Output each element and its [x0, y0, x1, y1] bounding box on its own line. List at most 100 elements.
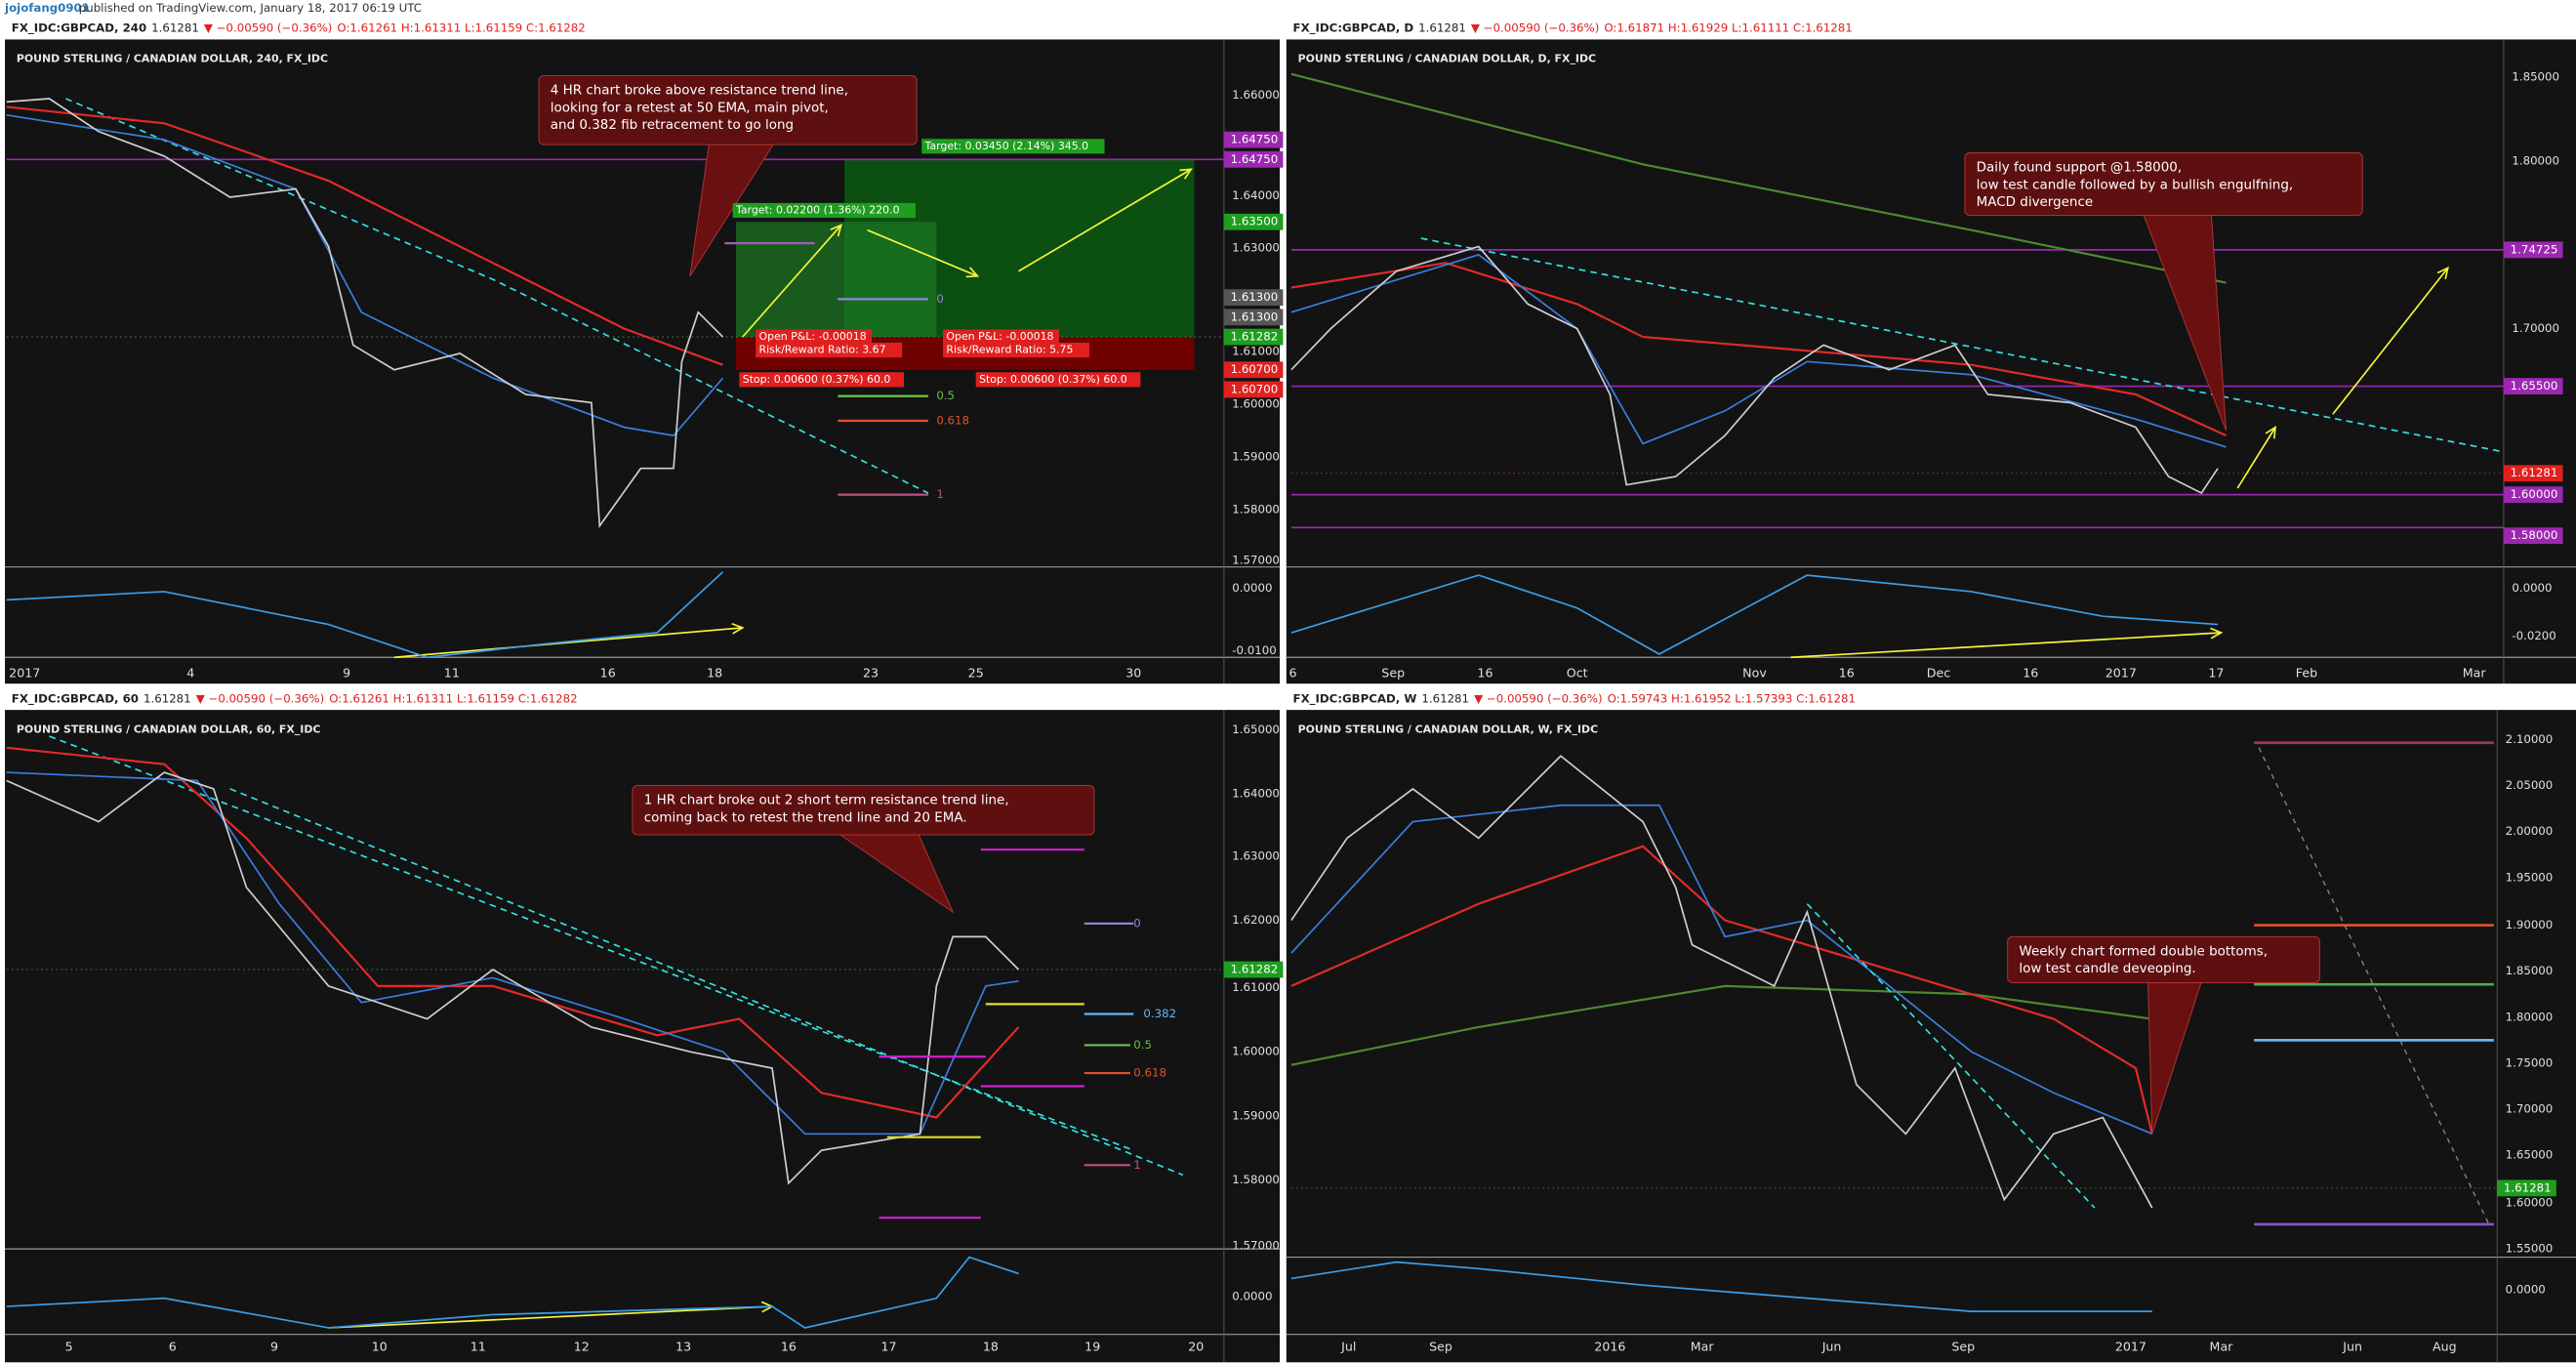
order-label: Risk/Reward Ratio: 3.67 — [759, 344, 886, 356]
price-tick: 1.59000 — [1232, 449, 1280, 463]
order-label-box — [732, 202, 916, 219]
time-label: Sep — [1429, 1340, 1452, 1354]
price-tick: 1.85000 — [2512, 70, 2559, 84]
price-badge — [2503, 378, 2563, 394]
order-label: Target: 0.03450 (2.14%) 345.0 — [924, 140, 1089, 152]
price-tick: 1.65000 — [2506, 1148, 2554, 1162]
order-label-box — [921, 139, 1105, 154]
price-tick: 2.05000 — [2506, 778, 2554, 792]
arrow-head — [2436, 266, 2449, 280]
annotation-text: looking for a retest at 50 EMA, main piv… — [551, 101, 829, 115]
price-tick: 1.80000 — [2512, 153, 2559, 167]
ema-50 — [6, 105, 723, 366]
price-badge — [2503, 527, 2563, 545]
time-label: 4 — [186, 666, 194, 681]
price-tick: 1.61000 — [1232, 345, 1280, 358]
annotation-box — [632, 785, 1095, 836]
order-label-box — [943, 342, 1090, 358]
chart-legend: POUND STERLING / CANADIAN DOLLAR, 60, FX… — [17, 723, 321, 735]
time-label: 9 — [270, 1340, 278, 1354]
fib-label: 0.382 — [1143, 1007, 1176, 1020]
time-label: 17 — [880, 1340, 896, 1354]
indicator-tick: 0.0000 — [1232, 1289, 1272, 1302]
price — [6, 771, 1020, 1185]
price-tick: 1.95000 — [2506, 870, 2554, 884]
price-badge — [1223, 131, 1284, 148]
ema-200 — [1290, 984, 2152, 1066]
price — [1290, 245, 2219, 495]
price-badge-label: 1.60700 — [1231, 382, 1279, 395]
price-tick: 1.57000 — [1232, 553, 1280, 566]
time-label: 13 — [675, 1340, 691, 1354]
symbol-last: 1.61281 — [1418, 21, 1466, 34]
symbol-change: ▼ −0.00590 (−0.36%) — [1474, 691, 1602, 705]
price-badge — [1223, 150, 1284, 168]
time-label: 6 — [169, 1340, 177, 1354]
time-label: 17 — [2208, 666, 2224, 681]
price-tick: 1.61000 — [1232, 980, 1280, 994]
symbol-ohlc: O:1.59743 H:1.61952 L:1.57393 C:1.61281 — [1608, 691, 1856, 705]
order-label: Open P&L: -0.00018 — [759, 330, 867, 343]
fib-label: 1 — [936, 487, 944, 501]
symbol-last: 1.61281 — [1421, 691, 1469, 705]
arrow — [1018, 168, 1192, 272]
time-label: Jun — [2342, 1340, 2362, 1354]
time-label: Feb — [2296, 666, 2317, 681]
price-tick: 1.58000 — [1232, 1173, 1280, 1186]
price-badge-label: 1.64750 — [1231, 152, 1279, 166]
price-badge — [1223, 213, 1284, 230]
symbol-change: ▼ −0.00590 (−0.36%) — [204, 21, 332, 34]
price-tick: 1.70000 — [2506, 1102, 2554, 1116]
price-badge — [2503, 465, 2563, 482]
price-badge-label: 1.58000 — [2511, 528, 2558, 542]
time-label: 18 — [707, 666, 722, 681]
ema-50 — [6, 746, 1020, 1119]
arrow — [1790, 632, 2222, 659]
ema-20 — [1290, 253, 2227, 448]
price-badge-label: 1.61281 — [2504, 1180, 2552, 1194]
fib-label: 0.618 — [936, 413, 969, 427]
fib-label: 0.618 — [1133, 1066, 1166, 1080]
chart-legend: POUND STERLING / CANADIAN DOLLAR, W, FX_… — [1298, 723, 1599, 735]
time-label: 2017 — [9, 666, 40, 681]
price-tick: 2.00000 — [2506, 824, 2554, 838]
order-label: Stop: 0.00600 (0.37%) 60.0 — [979, 373, 1127, 386]
symbol-symbol: FX_IDC:GBPCAD, 60 — [12, 691, 139, 706]
price-badge — [1223, 361, 1284, 379]
price-tick: 1.70000 — [2512, 321, 2559, 335]
annotation-text: 4 HR chart broke above resistance trend … — [551, 84, 848, 99]
fib-label: 0 — [1133, 916, 1141, 930]
chart-panel — [1286, 710, 2576, 1363]
time-label: Jun — [1821, 1340, 1842, 1354]
symbol-symbol: FX_IDC:GBPCAD, 240 — [12, 21, 146, 35]
arrow-head — [965, 267, 980, 278]
time-label: 5 — [65, 1340, 73, 1354]
price-badge-label: 1.61282 — [1231, 963, 1279, 976]
symbol-last: 1.61281 — [151, 21, 199, 34]
ema-50 — [1290, 262, 2227, 437]
time-label: 2017 — [2106, 666, 2137, 681]
price-badge — [1223, 381, 1284, 398]
price-badge-label: 1.74725 — [2511, 242, 2558, 256]
price-tick: 1.62000 — [1232, 913, 1280, 927]
arrow — [2236, 427, 2276, 489]
time-label: 18 — [983, 1340, 999, 1354]
price-badge — [1223, 309, 1284, 326]
macd — [1290, 574, 2219, 655]
price-tick: 1.63000 — [1232, 241, 1280, 255]
trend-line — [229, 788, 1184, 1177]
time-label: Dec — [1927, 666, 1950, 681]
time-label: Sep — [1951, 1340, 1975, 1354]
annotation-text: low test candle followed by a bullish en… — [1977, 178, 2293, 192]
annotation-box — [2007, 935, 2320, 984]
fib-label: 0.5 — [936, 389, 955, 402]
price-badge — [1223, 961, 1284, 978]
time-label: Nov — [1742, 666, 1767, 681]
target-zone — [736, 222, 937, 338]
time-label: Oct — [1567, 666, 1588, 681]
author[interactable]: jojofang0901 — [4, 1, 90, 15]
indicator-tick: -0.0200 — [2512, 629, 2556, 642]
time-label: Aug — [2433, 1340, 2457, 1354]
